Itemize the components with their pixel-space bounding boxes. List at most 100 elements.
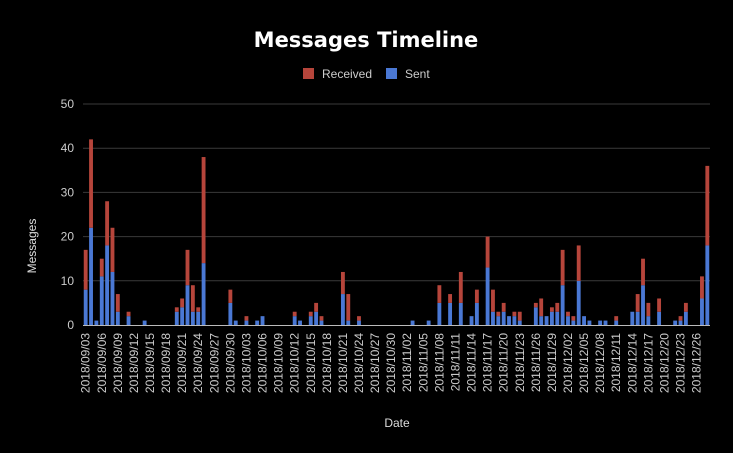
bar-sent[interactable] [458, 302, 463, 325]
bar-received[interactable] [190, 285, 195, 312]
bar-sent[interactable] [110, 271, 115, 325]
bar-sent[interactable] [448, 302, 453, 325]
bar-sent[interactable] [587, 320, 592, 325]
bar-received[interactable] [614, 316, 619, 321]
bar-sent[interactable] [560, 285, 565, 325]
bar-received[interactable] [83, 249, 88, 290]
bar-received[interactable] [566, 311, 570, 317]
bar-received[interactable] [485, 236, 490, 268]
legend-item-received[interactable]: Received [303, 67, 372, 81]
bar-sent[interactable] [469, 316, 474, 325]
bar-received[interactable] [174, 307, 179, 312]
bar-received[interactable] [110, 227, 115, 272]
bar-sent[interactable] [555, 311, 560, 325]
bar-sent[interactable] [410, 320, 415, 325]
bar-received[interactable] [512, 311, 517, 317]
bar-received[interactable] [340, 271, 345, 295]
bar-sent[interactable] [126, 316, 131, 325]
bar-received[interactable] [448, 294, 453, 303]
bar-received[interactable] [228, 289, 233, 303]
bar-sent[interactable] [507, 316, 511, 325]
bar-sent[interactable] [673, 320, 678, 325]
bar-sent[interactable] [201, 263, 206, 325]
bar-sent[interactable] [501, 311, 506, 325]
bar-received[interactable] [560, 249, 565, 286]
bar-sent[interactable] [319, 320, 324, 325]
bar-sent[interactable] [582, 316, 586, 325]
bar-received[interactable] [705, 165, 710, 246]
bar-sent[interactable] [646, 316, 651, 325]
bar-sent[interactable] [683, 311, 688, 325]
bar-received[interactable] [115, 294, 120, 312]
bar-received[interactable] [474, 289, 479, 303]
bar-sent[interactable] [549, 311, 554, 325]
bar-sent[interactable] [630, 311, 635, 325]
bar-sent[interactable] [705, 245, 710, 325]
bar-received[interactable] [196, 307, 201, 312]
bar-received[interactable] [646, 302, 651, 317]
bar-sent[interactable] [544, 316, 549, 325]
bar-received[interactable] [319, 316, 324, 321]
bar-sent[interactable] [346, 320, 351, 325]
bar-sent[interactable] [657, 311, 662, 325]
bar-received[interactable] [576, 245, 581, 281]
bar-sent[interactable] [357, 320, 361, 325]
bar-sent[interactable] [83, 289, 88, 325]
bar-received[interactable] [657, 298, 662, 312]
bar-sent[interactable] [539, 316, 544, 325]
bar-received[interactable] [201, 157, 206, 264]
bar-sent[interactable] [340, 294, 345, 325]
bar-received[interactable] [308, 311, 313, 317]
bar-sent[interactable] [244, 320, 249, 325]
bar-received[interactable] [99, 258, 104, 277]
bar-sent[interactable] [533, 307, 538, 325]
bar-sent[interactable] [190, 311, 195, 325]
bar-sent[interactable] [233, 320, 238, 325]
bar-received[interactable] [185, 249, 190, 286]
bar-sent[interactable] [94, 320, 99, 325]
bar-sent[interactable] [566, 316, 570, 325]
bar-received[interactable] [496, 311, 501, 317]
bar-sent[interactable] [185, 285, 190, 325]
bar-received[interactable] [491, 289, 495, 312]
bar-sent[interactable] [142, 320, 147, 325]
bar-sent[interactable] [474, 302, 479, 325]
bar-sent[interactable] [180, 307, 185, 325]
bar-received[interactable] [700, 276, 704, 299]
bar-received[interactable] [533, 302, 538, 308]
bar-received[interactable] [517, 311, 522, 321]
bar-sent[interactable] [174, 311, 179, 325]
bar-received[interactable] [437, 285, 442, 303]
bar-sent[interactable] [228, 302, 233, 325]
bar-sent[interactable] [496, 316, 501, 325]
bar-received[interactable] [346, 294, 351, 321]
bar-sent[interactable] [196, 311, 201, 325]
bar-received[interactable] [539, 298, 544, 317]
bar-sent[interactable] [491, 311, 495, 325]
bar-received[interactable] [635, 294, 640, 312]
bar-sent[interactable] [426, 320, 431, 325]
bar-received[interactable] [244, 316, 249, 321]
bar-sent[interactable] [603, 320, 608, 325]
bar-sent[interactable] [641, 285, 645, 325]
bar-received[interactable] [641, 258, 645, 286]
bar-sent[interactable] [512, 316, 517, 325]
bar-received[interactable] [501, 302, 506, 312]
bar-sent[interactable] [678, 320, 683, 325]
bar-received[interactable] [458, 271, 463, 303]
bar-sent[interactable] [700, 298, 704, 325]
bar-sent[interactable] [99, 276, 104, 325]
bar-sent[interactable] [635, 311, 640, 325]
bar-received[interactable] [555, 302, 560, 312]
bar-sent[interactable] [89, 227, 93, 325]
bar-sent[interactable] [255, 320, 260, 325]
bar-received[interactable] [549, 307, 554, 312]
bar-received[interactable] [678, 316, 683, 321]
legend-item-sent[interactable]: Sent [386, 67, 430, 81]
bar-sent[interactable] [571, 320, 576, 325]
bar-sent[interactable] [598, 320, 603, 325]
bar-sent[interactable] [292, 316, 297, 325]
bar-sent[interactable] [260, 316, 265, 325]
bar-sent[interactable] [105, 245, 110, 325]
bar-received[interactable] [314, 302, 319, 312]
